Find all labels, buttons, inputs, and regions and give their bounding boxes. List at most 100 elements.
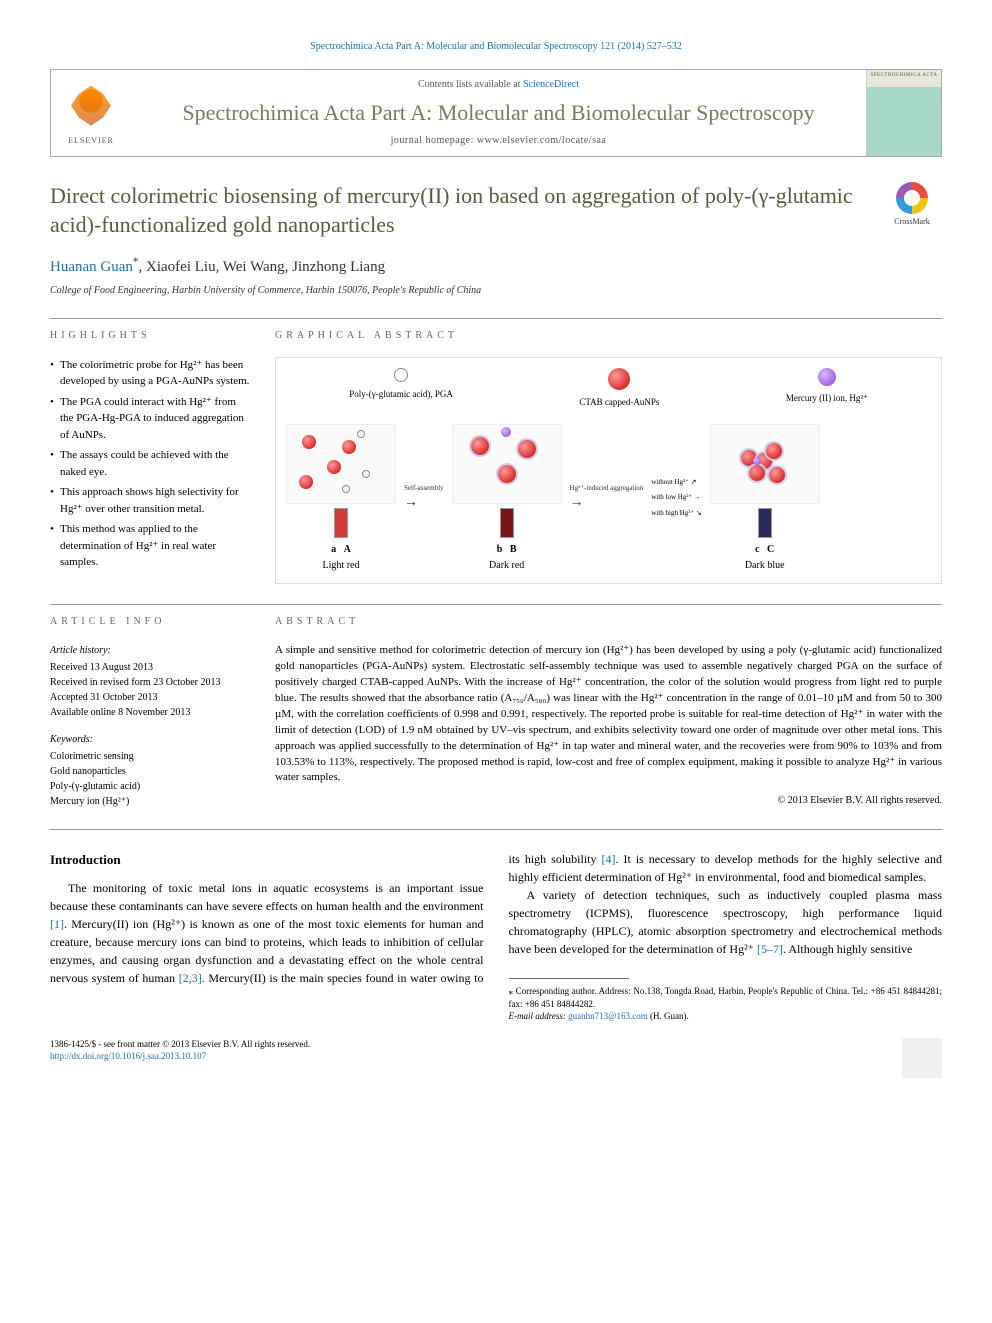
revised-date: Received in revised form 23 October 2013 — [50, 675, 250, 690]
homepage-url[interactable]: www.elsevier.com/locate/saa — [477, 135, 606, 146]
intro-text: The monitoring of toxic metal ions in aq… — [50, 881, 484, 913]
nanoparticle-icon — [302, 435, 316, 449]
hg-icon — [818, 368, 836, 386]
article-info-block: Article history: Received 13 August 2013… — [50, 643, 250, 809]
cuvette-b-icon — [500, 508, 514, 538]
arrow-aggregation: Hg²⁺-induced aggregation→ — [570, 484, 644, 513]
pga-dot-icon — [362, 470, 370, 478]
ctab-label: CTAB capped-AuNPs — [579, 397, 659, 407]
graphical-abstract-label: GRAPHICAL ABSTRACT — [275, 329, 942, 347]
email-link[interactable]: guanhn713@163.com — [568, 1011, 648, 1021]
panel-c-upper: C — [767, 544, 774, 555]
ga-legend-pga: Poly-(γ-glutamic acid), PGA — [349, 368, 453, 409]
aggregate-icon — [749, 465, 765, 481]
coated-np-icon — [498, 465, 516, 483]
nanoparticle-icon — [299, 475, 313, 489]
pga-icon — [394, 368, 408, 382]
cover-label: SPECTROCHIMICA ACTA — [867, 70, 941, 81]
issn-line: 1386-1425/$ - see front matter © 2013 El… — [50, 1038, 310, 1051]
pga-label: Poly-(γ-glutamic acid), PGA — [349, 389, 453, 399]
ref-link-5-7[interactable]: [5–7] — [757, 942, 783, 956]
panel-a-upper: A — [344, 544, 351, 555]
hg-ion-icon — [753, 457, 761, 465]
coated-np-icon — [471, 437, 489, 455]
panel-c-lower: c — [755, 544, 759, 555]
ref-link-1[interactable]: [1] — [50, 917, 64, 931]
footnote-separator — [509, 978, 629, 979]
elsevier-logo[interactable]: ELSEVIER — [51, 70, 131, 156]
journal-name: Spectrochimica Acta Part A: Molecular an… — [141, 100, 856, 126]
highlights-list: The colorimetric probe for Hg²⁺ has been… — [50, 357, 250, 571]
highlight-item: The colorimetric probe for Hg²⁺ has been… — [50, 357, 250, 390]
arrow-self-assembly: Self-assembly→ — [404, 484, 444, 513]
highlight-item: This approach shows high selectivity for… — [50, 484, 250, 517]
highlights-label: HIGHLIGHTS — [50, 329, 250, 347]
elsevier-label: ELSEVIER — [68, 135, 114, 146]
crossmark-badge[interactable]: CrossMark — [882, 182, 942, 227]
citation-link[interactable]: Spectrochimica Acta Part A: Molecular an… — [310, 41, 682, 52]
page-footer: 1386-1425/$ - see front matter © 2013 El… — [50, 1038, 942, 1078]
crossmark-icon — [896, 182, 928, 214]
aggregate-icon — [766, 443, 782, 459]
keyword: Mercury ion (Hg²⁺) — [50, 794, 250, 809]
arrow-low-hg: with low Hg²⁺ → — [651, 493, 701, 503]
introduction-heading: Introduction — [50, 850, 484, 870]
aggregate-icon — [769, 467, 785, 483]
journal-header-box: ELSEVIER Contents lists available at Sci… — [50, 69, 942, 157]
nanoparticle-icon — [327, 460, 341, 474]
online-date: Available online 8 November 2013 — [50, 705, 250, 720]
journal-cover-thumbnail[interactable]: SPECTROCHIMICA ACTA — [866, 70, 941, 156]
corresponding-author-link[interactable]: Huanan Guan — [50, 259, 133, 275]
panel-b-upper: B — [510, 544, 517, 555]
ga-panel-b: b B Dark red — [452, 424, 562, 573]
ctab-icon — [608, 368, 630, 390]
panel-a-lower: a — [331, 544, 336, 555]
keywords-heading: Keywords: — [50, 732, 250, 747]
article-history-heading: Article history: — [50, 643, 250, 658]
ga-legend-ctab: CTAB capped-AuNPs — [579, 368, 659, 409]
graphical-abstract-figure: Poly-(γ-glutamic acid), PGA CTAB capped-… — [275, 357, 942, 584]
panel-a-color: Light red — [286, 559, 396, 573]
arrow-label: Hg²⁺-induced aggregation — [570, 484, 644, 494]
corresponding-author-footnote: ⁎ Corresponding author. Address: No.138,… — [509, 985, 943, 1010]
ga-panel-c: c C Dark blue — [710, 424, 820, 573]
ref-link-2-3[interactable]: [2,3] — [179, 971, 202, 985]
panel-c-color: Dark blue — [710, 559, 820, 573]
hg-ion-icon — [501, 427, 511, 437]
coated-np-icon — [518, 440, 536, 458]
email-suffix: (H. Guan). — [648, 1011, 689, 1021]
citation-header: Spectrochimica Acta Part A: Molecular an… — [50, 40, 942, 54]
divider — [50, 604, 942, 605]
abstract-text: A simple and sensitive method for colori… — [275, 643, 942, 786]
sciencedirect-link[interactable]: ScienceDirect — [523, 79, 579, 90]
arrow-without-hg: without Hg²⁺ ↗ — [651, 478, 701, 488]
highlight-item: The PGA could interact with Hg²⁺ from th… — [50, 394, 250, 444]
abstract-label: ABSTRACT — [275, 615, 942, 633]
crossmark-label: CrossMark — [882, 216, 942, 227]
elsevier-footer-logo — [902, 1038, 942, 1078]
keyword: Poly-(γ-glutamic acid) — [50, 779, 250, 794]
cuvette-a-icon — [334, 508, 348, 538]
affiliation: College of Food Engineering, Harbin Univ… — [50, 284, 942, 298]
footnotes-block: ⁎ Corresponding author. Address: No.138,… — [509, 985, 943, 1023]
journal-homepage-line: journal homepage: www.elsevier.com/locat… — [141, 134, 856, 148]
article-title: Direct colorimetric biosensing of mercur… — [50, 182, 862, 239]
ga-panel-a: a A Light red — [286, 424, 396, 573]
ref-link-4[interactable]: [4] — [602, 852, 616, 866]
keyword: Colorimetric sensing — [50, 749, 250, 764]
highlight-item: The assays could be achieved with the na… — [50, 447, 250, 480]
doi-link[interactable]: http://dx.doi.org/10.1016/j.saa.2013.10.… — [50, 1051, 206, 1061]
co-authors: , Xiaofei Liu, Wei Wang, Jinzhong Liang — [139, 259, 386, 275]
highlight-item: This method was applied to the determina… — [50, 521, 250, 571]
ga-legend-hg: Mercury (II) ion, Hg²⁺ — [786, 368, 868, 409]
contents-available-line: Contents lists available at ScienceDirec… — [141, 78, 856, 92]
received-date: Received 13 August 2013 — [50, 660, 250, 675]
intro-text: . Although highly sensitive — [783, 942, 912, 956]
panel-b-lower: b — [497, 544, 503, 555]
homepage-prefix: journal homepage: — [391, 135, 477, 146]
cuvette-c-icon — [758, 508, 772, 538]
abstract-copyright: © 2013 Elsevier B.V. All rights reserved… — [275, 794, 942, 808]
divider — [50, 318, 942, 319]
article-info-label: ARTICLE INFO — [50, 615, 250, 633]
contents-prefix: Contents lists available at — [418, 79, 523, 90]
